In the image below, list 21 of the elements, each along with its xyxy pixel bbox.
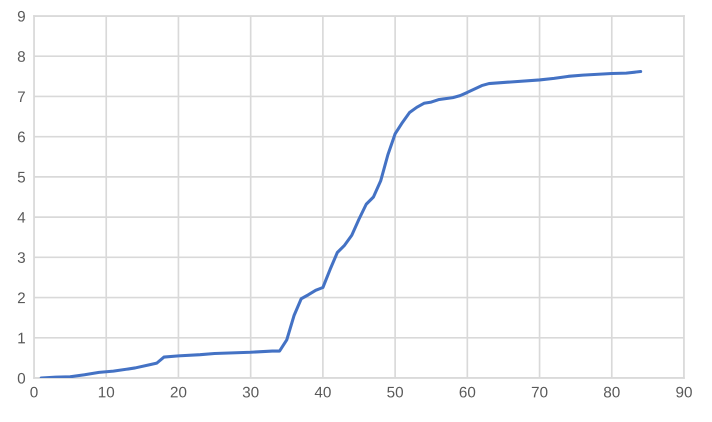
y-tick-label: 3 bbox=[18, 252, 25, 264]
y-tick-label: 6 bbox=[18, 132, 25, 142]
y-tick-label: 5 bbox=[18, 172, 26, 183]
x-tick-label: 90 bbox=[676, 386, 692, 398]
y-tick-label: 9 bbox=[18, 10, 25, 22]
x-tick-label: 20 bbox=[170, 386, 186, 398]
x-tick-label: 70 bbox=[532, 386, 548, 398]
y-tick-label: 1 bbox=[18, 332, 25, 344]
x-tick-label: 60 bbox=[460, 386, 476, 398]
x-tick-label: 80 bbox=[604, 386, 620, 398]
x-tick-label: 30 bbox=[242, 386, 259, 398]
x-tick-label: 50 bbox=[387, 386, 404, 398]
x-tick-label: 40 bbox=[314, 386, 331, 398]
y-tick-label: 8 bbox=[18, 51, 26, 62]
x-tick-label: 0 bbox=[30, 386, 38, 398]
y-tick-label: 2 bbox=[18, 292, 25, 304]
y-tick-label: 7 bbox=[18, 91, 25, 102]
y-tick-label: 4 bbox=[18, 212, 26, 223]
x-tick-label: 10 bbox=[98, 386, 114, 398]
y-tick-label: 0 bbox=[18, 372, 26, 384]
line-series bbox=[40, 70, 642, 378]
